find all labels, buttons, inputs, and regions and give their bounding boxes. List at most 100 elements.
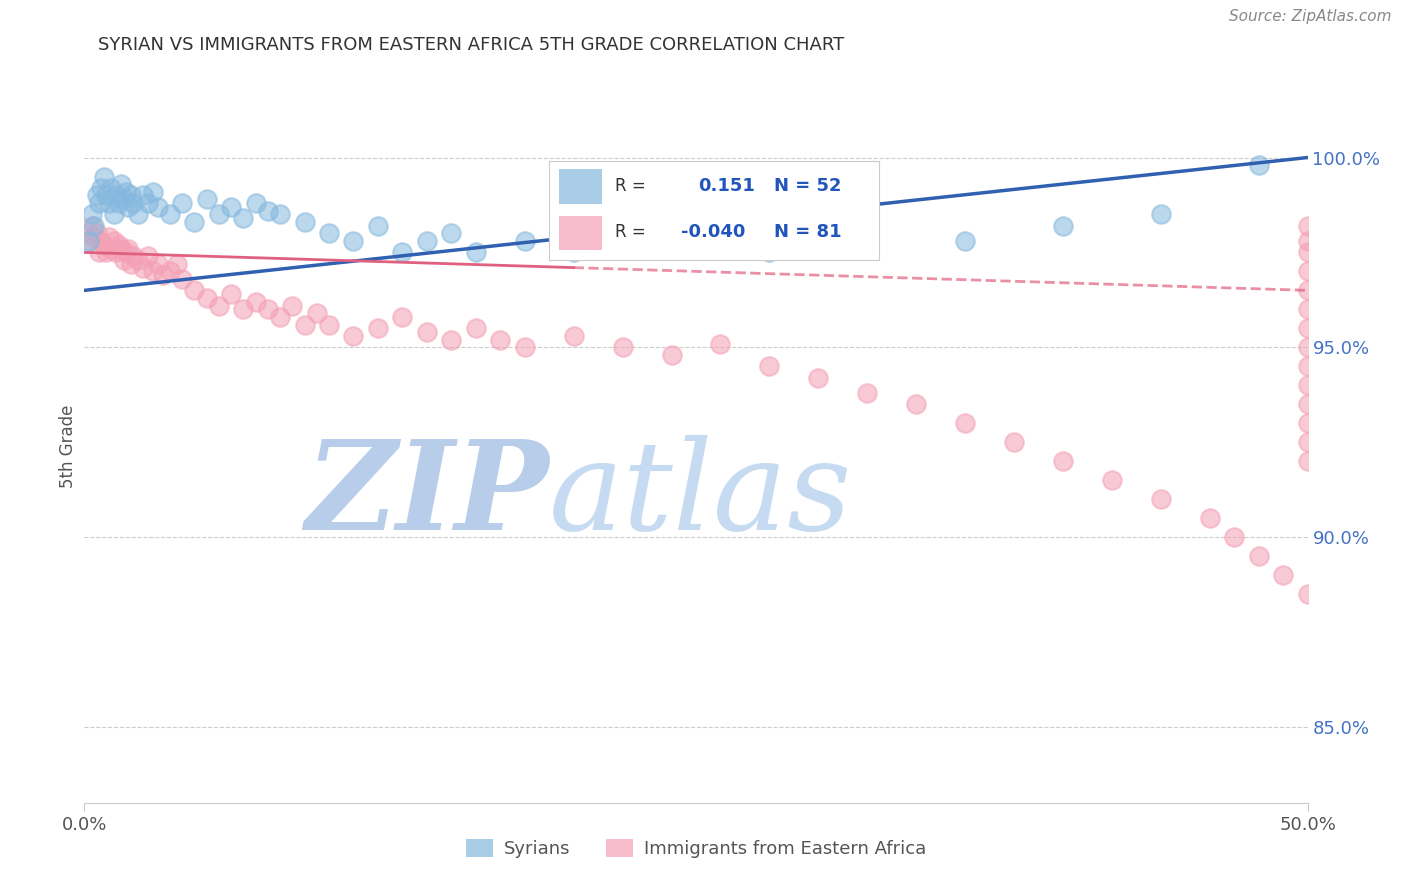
Point (257, 203, 280, 218)
Point (83, 219, 105, 233)
Point (1296, 378, 1319, 392)
Point (294, 318, 316, 332)
Text: Source: ZipAtlas.com: Source: ZipAtlas.com (1229, 9, 1392, 24)
Point (305, 306, 328, 320)
Point (1247, 549, 1270, 563)
Point (318, 227, 340, 241)
Point (269, 207, 291, 221)
Point (391, 245, 413, 260)
Point (1296, 587, 1319, 601)
Point (513, 340, 536, 354)
Point (115, 245, 138, 260)
Point (464, 245, 486, 260)
Point (416, 325, 439, 339)
Text: atlas: atlas (550, 435, 852, 557)
Point (93, 237, 115, 252)
Point (1198, 511, 1220, 525)
Point (1052, 454, 1074, 468)
Point (90, 181, 112, 195)
Point (758, 359, 780, 374)
Point (136, 196, 159, 211)
Point (115, 185, 138, 199)
Point (142, 264, 165, 278)
Point (166, 257, 188, 271)
Point (77, 234, 100, 248)
Point (183, 215, 205, 229)
Point (208, 207, 231, 221)
Point (367, 219, 389, 233)
Point (172, 196, 194, 211)
Point (489, 333, 512, 347)
Point (1296, 397, 1319, 411)
Point (245, 294, 267, 309)
Point (1296, 264, 1319, 278)
Point (127, 252, 149, 267)
Point (117, 200, 139, 214)
Point (807, 370, 830, 384)
Point (391, 310, 413, 324)
Point (1150, 207, 1173, 221)
Point (208, 299, 231, 313)
Point (100, 242, 122, 256)
Point (110, 177, 132, 191)
Point (80, 219, 103, 233)
Point (90, 234, 112, 248)
Point (440, 333, 463, 347)
Point (107, 196, 129, 211)
Point (464, 321, 486, 335)
Point (562, 329, 585, 343)
Point (132, 188, 155, 202)
Point (269, 310, 291, 324)
Point (612, 340, 634, 354)
Point (96, 188, 118, 202)
Point (96, 245, 118, 260)
Point (172, 272, 194, 286)
Point (1247, 158, 1270, 172)
Point (142, 185, 165, 199)
Text: SYRIAN VS IMMIGRANTS FROM EASTERN AFRICA 5TH GRADE CORRELATION CHART: SYRIAN VS IMMIGRANTS FROM EASTERN AFRICA… (98, 36, 845, 54)
Point (1296, 340, 1319, 354)
Point (245, 196, 267, 211)
Point (93, 169, 115, 184)
Point (97, 230, 120, 244)
Point (103, 234, 125, 248)
Point (257, 302, 280, 317)
Point (709, 336, 731, 351)
Point (152, 268, 174, 283)
Point (195, 291, 218, 305)
Point (758, 245, 780, 260)
Point (105, 245, 128, 260)
Point (318, 318, 340, 332)
Point (440, 227, 463, 241)
Point (117, 242, 139, 256)
Point (1296, 234, 1319, 248)
Point (159, 264, 181, 278)
Point (77, 234, 100, 248)
Point (183, 284, 205, 298)
Point (86, 227, 108, 241)
Point (1272, 568, 1295, 582)
Point (136, 249, 159, 263)
Point (905, 397, 928, 411)
Point (120, 257, 142, 271)
Point (1101, 473, 1123, 487)
Point (1223, 530, 1246, 544)
Text: ZIP: ZIP (305, 435, 550, 557)
Point (80, 207, 103, 221)
Point (1296, 435, 1319, 450)
Point (1296, 284, 1319, 298)
Point (953, 234, 976, 248)
Point (146, 200, 169, 214)
Point (86, 188, 108, 202)
Legend: Syrians, Immigrants from Eastern Africa: Syrians, Immigrants from Eastern Africa (458, 831, 934, 865)
Point (122, 249, 145, 263)
Point (146, 257, 169, 271)
Point (87, 245, 110, 260)
Point (97, 196, 120, 211)
Point (856, 385, 879, 400)
Point (219, 287, 242, 301)
Point (105, 188, 128, 202)
Point (1296, 359, 1319, 374)
Y-axis label: 5th Grade: 5th Grade (59, 404, 77, 488)
Point (1150, 492, 1173, 507)
